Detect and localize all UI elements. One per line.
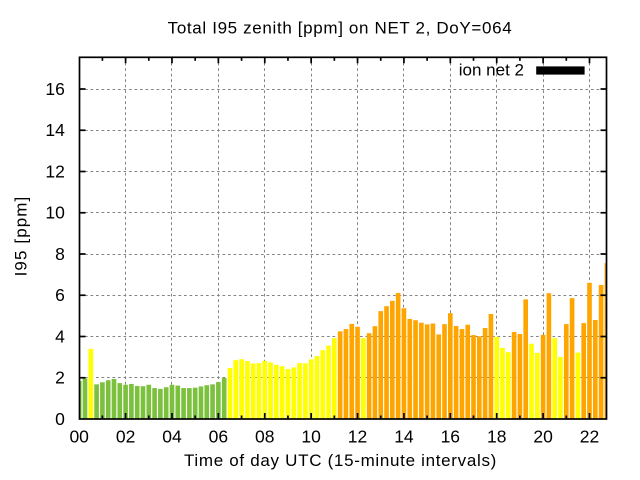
svg-text:Total I95 zenith [ppm] on NET: Total I95 zenith [ppm] on NET 2, DoY=064 (168, 19, 513, 38)
svg-text:06: 06 (209, 426, 228, 446)
svg-text:04: 04 (162, 426, 182, 446)
svg-text:08: 08 (255, 426, 274, 446)
svg-text:20: 20 (533, 426, 553, 446)
svg-text:00: 00 (69, 426, 89, 446)
svg-text:6: 6 (55, 285, 65, 305)
svg-text:14: 14 (394, 426, 414, 446)
svg-text:0: 0 (55, 409, 65, 429)
svg-text:12: 12 (45, 161, 64, 181)
svg-text:16: 16 (441, 426, 460, 446)
svg-text:12: 12 (348, 426, 367, 446)
svg-text:22: 22 (580, 426, 599, 446)
svg-text:8: 8 (55, 244, 65, 264)
svg-text:I95 [ppm]: I95 [ppm] (12, 196, 31, 277)
svg-text:02: 02 (116, 426, 135, 446)
svg-text:18: 18 (487, 426, 506, 446)
svg-text:16: 16 (45, 79, 64, 99)
svg-text:10: 10 (301, 426, 321, 446)
svg-text:4: 4 (55, 326, 65, 346)
svg-text:2: 2 (55, 368, 65, 388)
svg-text:10: 10 (45, 203, 65, 223)
svg-text:ion net 2: ion net 2 (459, 60, 524, 79)
svg-text:Time of day UTC (15-minute int: Time of day UTC (15-minute intervals) (184, 451, 497, 470)
svg-text:14: 14 (45, 120, 65, 140)
